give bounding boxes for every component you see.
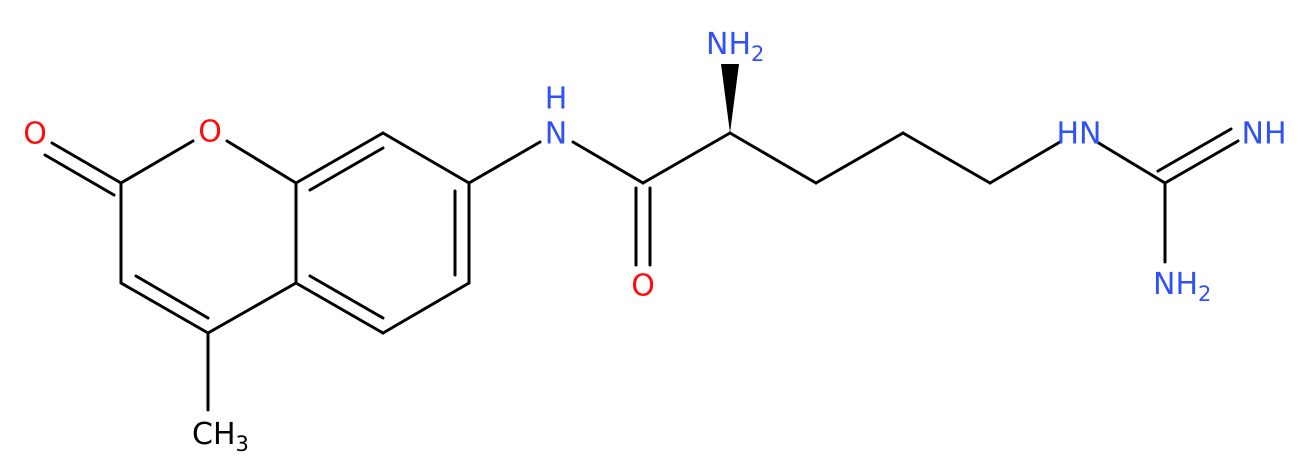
atom-label: O bbox=[198, 115, 222, 150]
atom-label: NH bbox=[1242, 117, 1287, 152]
atom-label: NH2 bbox=[1153, 267, 1211, 307]
atom-label: H bbox=[545, 82, 568, 117]
atom-text: CH bbox=[192, 417, 236, 452]
atom-label: CH3 bbox=[192, 417, 249, 457]
atom-text: NH bbox=[706, 27, 751, 62]
atom-label: N bbox=[545, 117, 567, 152]
atom-subscript: 3 bbox=[236, 432, 249, 456]
atom-subscript: 2 bbox=[1198, 282, 1211, 306]
atom-labels: O O N H NH2 O HN NH NH2 CH3 bbox=[23, 27, 1286, 457]
bonds bbox=[43, 64, 1240, 412]
atom-text: NH bbox=[1153, 267, 1198, 302]
atom-label: HN bbox=[1057, 117, 1102, 152]
atom-label: O bbox=[23, 117, 47, 152]
atom-label: O bbox=[631, 269, 655, 304]
atom-label: NH2 bbox=[706, 27, 764, 67]
atom-subscript: 2 bbox=[751, 42, 764, 66]
